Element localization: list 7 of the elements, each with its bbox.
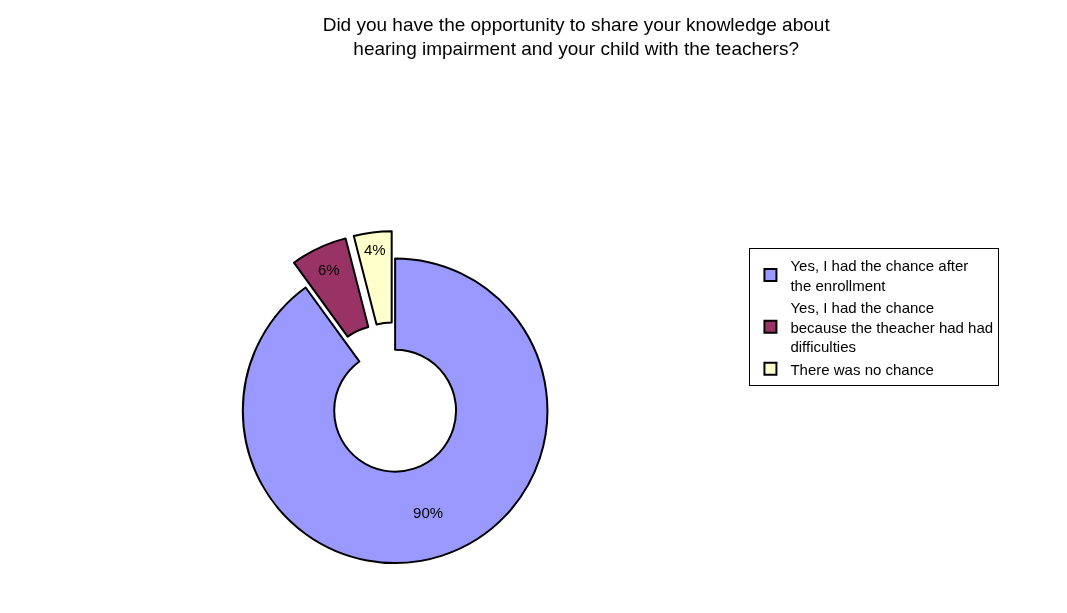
data-label: 90% xyxy=(413,503,444,521)
legend-label: Yes, I had the chance after the enrollment xyxy=(790,257,969,294)
data-label: 6% xyxy=(317,261,340,279)
data-label: 4% xyxy=(363,240,386,258)
chart-title: Did you have the opportunity to share your knowledge about hearing impairment and your child with the teachers? xyxy=(322,13,831,60)
legend-label: Yes, I had the chance because the theacher had had difficulties xyxy=(790,299,994,356)
legend-label: There was no chance xyxy=(790,360,934,378)
